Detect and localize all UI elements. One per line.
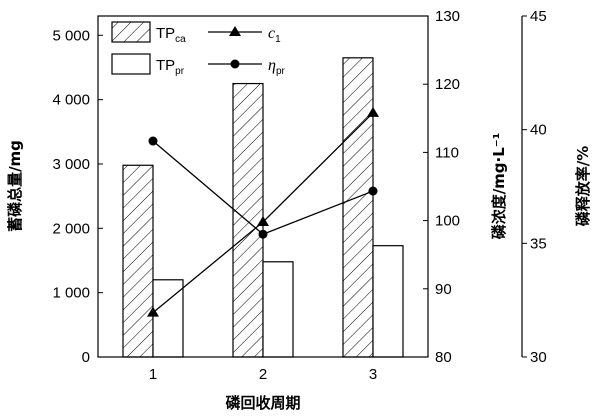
y-right1-tick-label: 90: [435, 281, 452, 298]
y-right1-tick-label: 110: [435, 144, 459, 161]
y-left-tick-label: 1 000: [52, 285, 90, 302]
y-right2-tick-label: 30: [530, 349, 547, 366]
point-c1: [367, 106, 379, 117]
y-left-axis-title: 蓄磷总量/mg: [6, 140, 24, 232]
legend-label-c1: c1: [268, 25, 281, 45]
point-etapr: [148, 136, 158, 146]
y-right1-axis-title: 磷浓度/mg·L⁻¹: [490, 133, 508, 240]
y-right2-tick-label: 40: [530, 122, 547, 139]
legend-label-etapr: ηpr: [268, 57, 285, 77]
lines-layer: [147, 106, 379, 317]
bar-tpca: [342, 57, 374, 358]
point-etapr: [258, 229, 268, 239]
y-right1-tick-label: 120: [435, 76, 460, 93]
y-left-tick-label: 2 000: [52, 220, 90, 237]
legend-marker-triangle: [229, 26, 241, 36]
point-c1: [257, 215, 269, 226]
y-left-tick-label: 5 000: [52, 27, 90, 44]
legend-swatch-tppr: [111, 53, 151, 75]
legend-swatch-tpca: [111, 21, 151, 43]
legend-label-tpca: TPca: [156, 25, 186, 45]
y-left-tick-label: 3 000: [52, 156, 90, 173]
y-right1-tick-label: 100: [435, 213, 460, 230]
point-etapr: [368, 186, 378, 196]
x-tick-label: 1: [149, 366, 157, 383]
legend-marker-circle: [230, 59, 240, 69]
legend: TPca TPpr c1 ηpr: [111, 21, 285, 77]
point-c1: [147, 306, 159, 317]
x-tick-label: 3: [369, 366, 377, 383]
y-right1-tick-label: 130: [435, 8, 460, 25]
bar-tpca: [232, 82, 264, 358]
bar-tppr: [372, 245, 404, 358]
x-tick-label: 2: [259, 366, 267, 383]
y-right2-tick-label: 45: [530, 8, 547, 25]
y-right2-axis-title: 磷释放率/%: [574, 146, 592, 227]
y-left-tick-label: 4 000: [52, 92, 90, 109]
y-right2-tick-label: 35: [530, 235, 547, 252]
y-left-tick-label: 0: [82, 349, 90, 366]
y-right1-tick-label: 80: [435, 349, 452, 366]
bar-tppr: [262, 261, 294, 358]
legend-label-tppr: TPpr: [156, 57, 185, 77]
x-axis-title: 磷回收周期: [225, 394, 300, 412]
bar-tpca: [122, 164, 154, 358]
bars-layer: [122, 57, 404, 358]
